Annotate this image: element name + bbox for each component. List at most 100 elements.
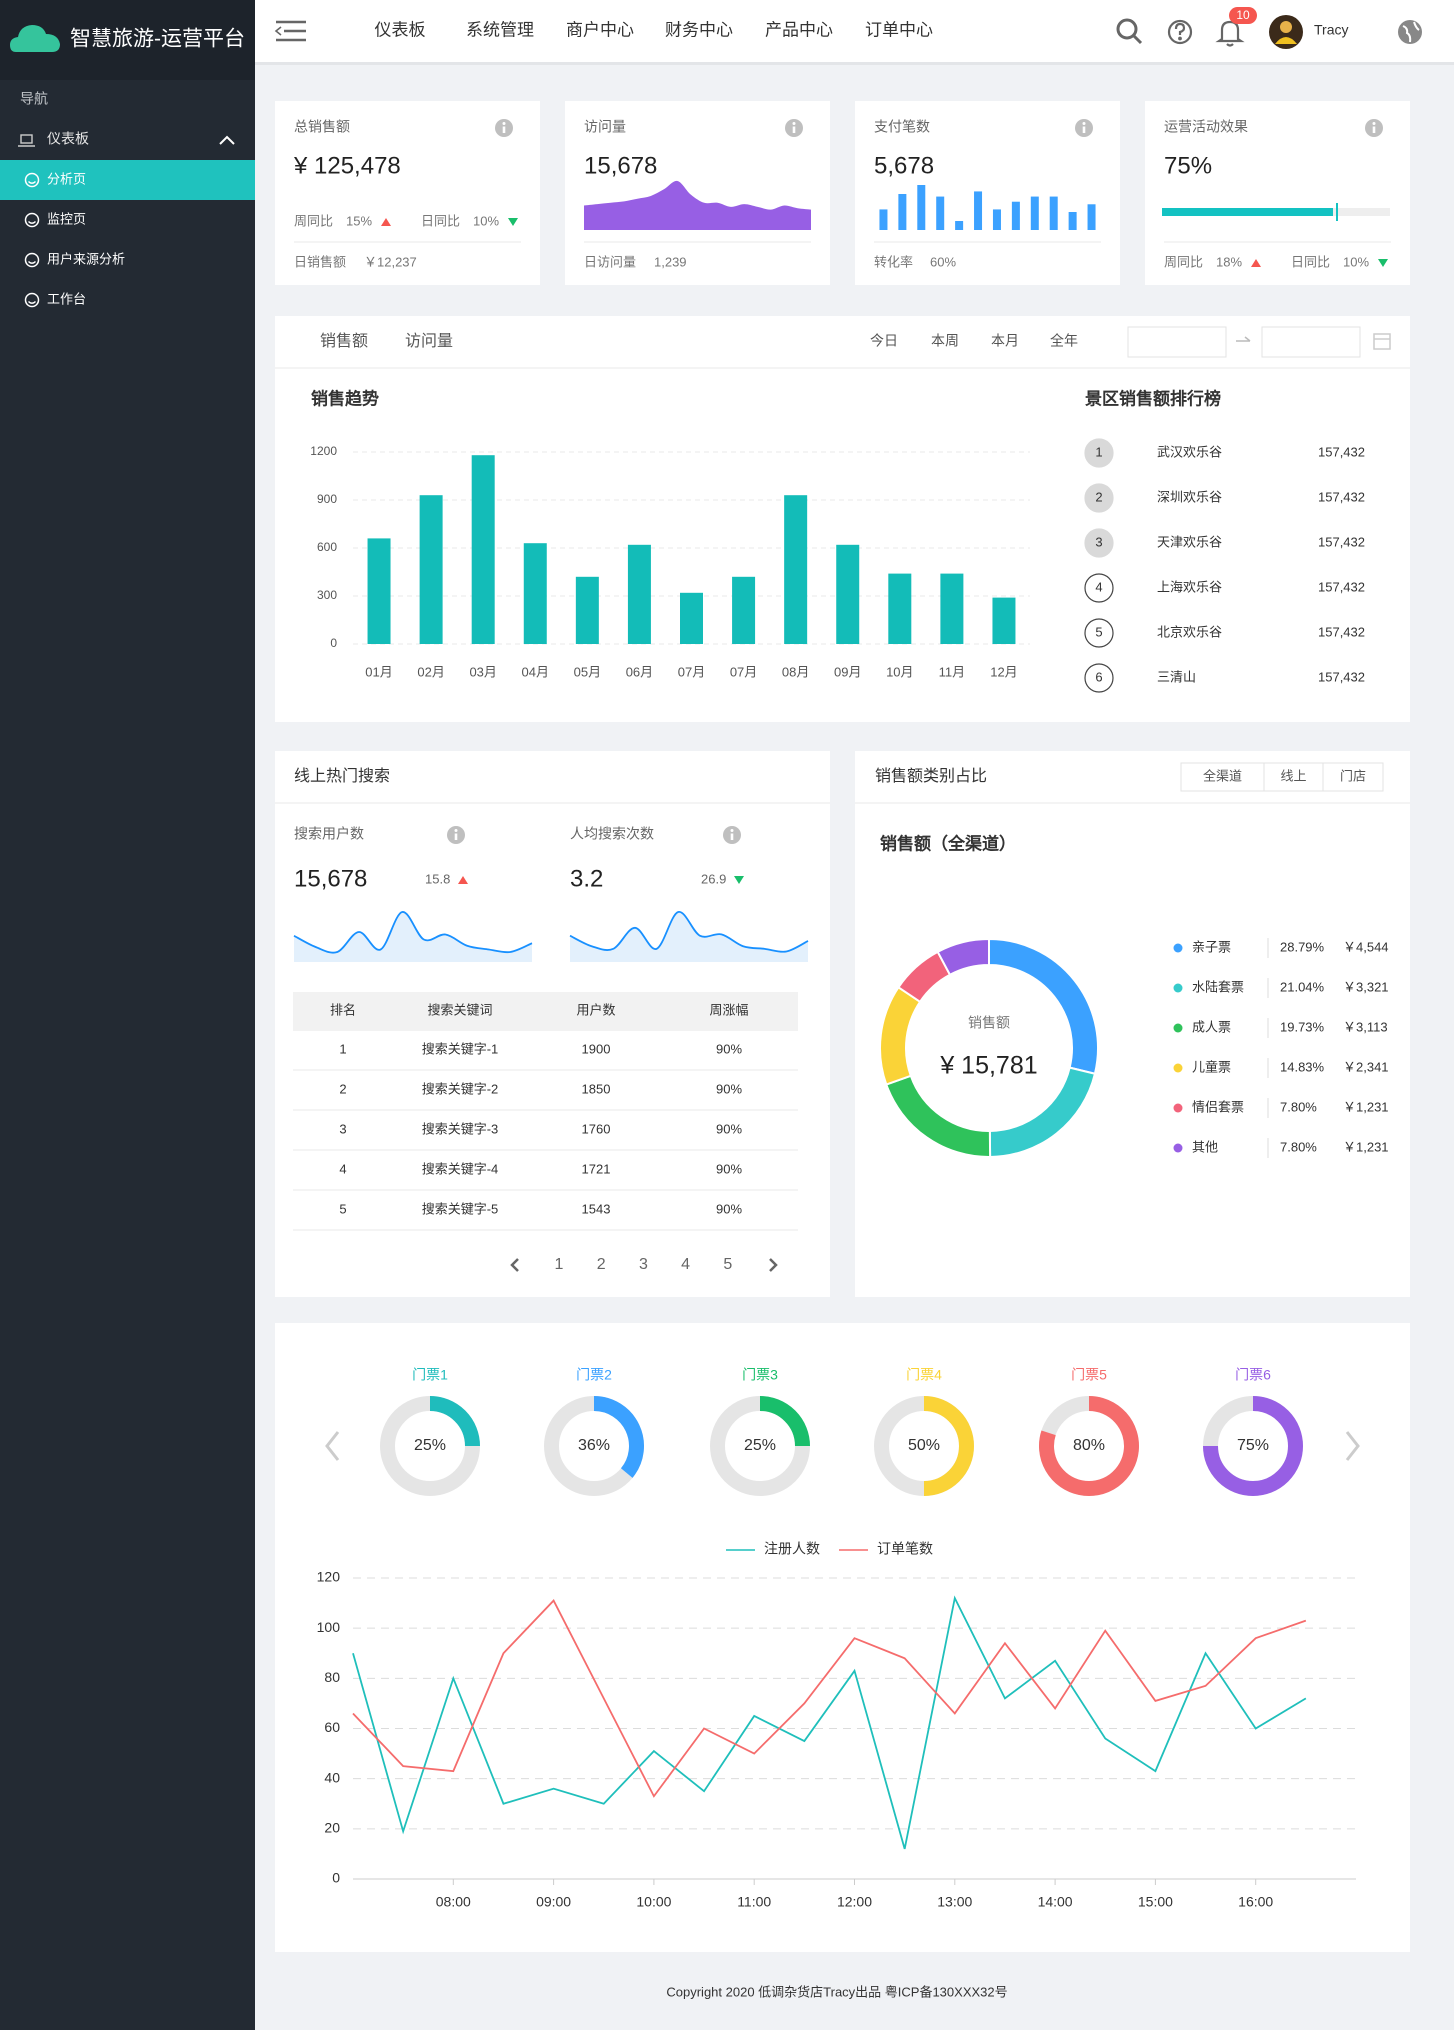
calendar-icon[interactable]: [1373, 333, 1391, 350]
x-tick-label: 07月: [730, 664, 757, 679]
nav-item[interactable]: 订单中心: [865, 20, 933, 39]
page-prev[interactable]: [510, 1258, 519, 1272]
segment-button[interactable]: [1322, 762, 1384, 792]
page-number[interactable]: 1: [555, 1256, 564, 1273]
nav-item[interactable]: 产品中心: [765, 20, 833, 39]
legend-dot: [1173, 983, 1183, 993]
page-next[interactable]: [769, 1258, 778, 1272]
y-tick-label: 20: [324, 1820, 340, 1836]
x-tick-label: 03月: [469, 664, 496, 679]
page-number[interactable]: 3: [639, 1256, 648, 1273]
spark-area: [570, 911, 808, 962]
x-tick-label: 11月: [939, 664, 966, 679]
range-option[interactable]: 今日: [870, 333, 898, 349]
page-number[interactable]: 5: [723, 1256, 732, 1273]
trend-value: 10%: [1343, 254, 1369, 269]
ring-label: 25%: [744, 1437, 776, 1454]
kpi-footer-label: 日销售额: [294, 254, 346, 269]
kpi-bar: [1030, 196, 1039, 230]
date-input[interactable]: [1261, 326, 1361, 358]
badge-bg: [1229, 7, 1257, 24]
info-icon-bar: [1372, 126, 1376, 133]
nav-item[interactable]: 仪表板: [375, 20, 426, 39]
trend-arrow: [381, 218, 391, 226]
menu-item[interactable]: 用户来源分析: [47, 251, 125, 266]
kpi-footer-value: 1,239: [654, 254, 687, 269]
bar: [888, 573, 912, 644]
spark-line: [569, 911, 809, 953]
line-series: [352, 1599, 1307, 1798]
rank-value: 157,432: [1318, 624, 1365, 639]
globe-icon[interactable]: [1398, 20, 1422, 44]
kpi-bar: [1087, 204, 1096, 230]
brand: 智慧旅游-运营平台: [70, 28, 245, 51]
ring-arc: [1039, 1396, 1139, 1496]
table-header-cell: 用户数: [576, 1002, 615, 1017]
nav-item[interactable]: 系统管理: [466, 20, 534, 39]
nav-section: 导航: [20, 91, 48, 107]
kpi-bar: [1068, 212, 1077, 230]
menu-chevron[interactable]: [219, 135, 235, 145]
search-icon[interactable]: [1116, 18, 1143, 45]
info-icon-dot: [454, 829, 458, 832]
carousel-prev[interactable]: [325, 1431, 340, 1461]
user-name[interactable]: Tracy: [1314, 22, 1348, 38]
info-icon-dot: [1082, 122, 1086, 125]
page-number[interactable]: 4: [681, 1256, 690, 1273]
menu-toggle[interactable]: [274, 20, 306, 42]
kpi-footer-label: 转化率: [874, 254, 913, 269]
date-input[interactable]: [1127, 326, 1227, 358]
table-cell: 1543: [582, 1201, 611, 1216]
x-tick-label: 08月: [782, 664, 809, 679]
y-tick-label: 600: [317, 540, 337, 554]
kpi-value: ¥ 125,478: [293, 152, 401, 179]
carousel-next[interactable]: [1345, 1431, 1360, 1461]
help-icon[interactable]: [1167, 19, 1193, 45]
spark-area: [294, 911, 532, 962]
legend-dot: [1173, 1023, 1183, 1033]
rank-value: 157,432: [1318, 534, 1365, 549]
bar: [471, 455, 495, 644]
menu-icon: [24, 172, 40, 188]
x-tick-label: 15:00: [1138, 1894, 1173, 1910]
rank-name: 天津欢乐谷: [1157, 534, 1222, 549]
bar: [575, 576, 599, 644]
range-option[interactable]: 本周: [931, 333, 959, 349]
trend-arrow: [734, 876, 744, 884]
bell-icon[interactable]: [1215, 20, 1245, 47]
ticket-label: 门票4: [906, 1367, 942, 1383]
kpi-value: 5,678: [874, 152, 934, 179]
stat-change: 15.8: [425, 871, 450, 886]
menu-item[interactable]: 工作台: [47, 291, 86, 306]
table-cell: 3: [339, 1121, 346, 1136]
y-tick-label: 900: [317, 492, 337, 506]
tab[interactable]: 访问量: [405, 332, 453, 350]
x-tick-label: 05月: [574, 664, 601, 679]
menu-item[interactable]: 分析页: [47, 171, 86, 186]
range-option[interactable]: 全年: [1050, 333, 1078, 349]
menu-title[interactable]: 仪表板: [47, 131, 89, 147]
legend-label: 水陆套票: [1192, 979, 1244, 994]
table-cell: 1900: [582, 1041, 611, 1056]
y-tick-label: 40: [324, 1769, 340, 1785]
kpi-title: 支付笔数: [874, 119, 930, 135]
card: [275, 1323, 1410, 1952]
nav-item[interactable]: 商户中心: [566, 20, 634, 39]
info-icon-dot: [792, 122, 796, 125]
info-icon-bar: [1082, 126, 1086, 133]
ticket-label: 门票6: [1235, 1367, 1271, 1383]
menu-item[interactable]: 监控页: [47, 211, 86, 226]
segment-button[interactable]: [1263, 762, 1324, 792]
tab[interactable]: 销售额: [320, 332, 368, 350]
menu-icon: [24, 252, 40, 268]
range-option[interactable]: 本月: [991, 333, 1019, 349]
legend-label: 亲子票: [1192, 939, 1231, 954]
page-number[interactable]: 2: [597, 1256, 606, 1273]
nav-item[interactable]: 财务中心: [665, 20, 733, 39]
progress-marker: [1336, 203, 1338, 221]
segment-label: 全渠道: [1203, 768, 1242, 783]
ring-arc: [593, 1396, 644, 1478]
x-tick-label: 16:00: [1238, 1894, 1273, 1910]
trend-label: 周同比: [294, 213, 333, 228]
